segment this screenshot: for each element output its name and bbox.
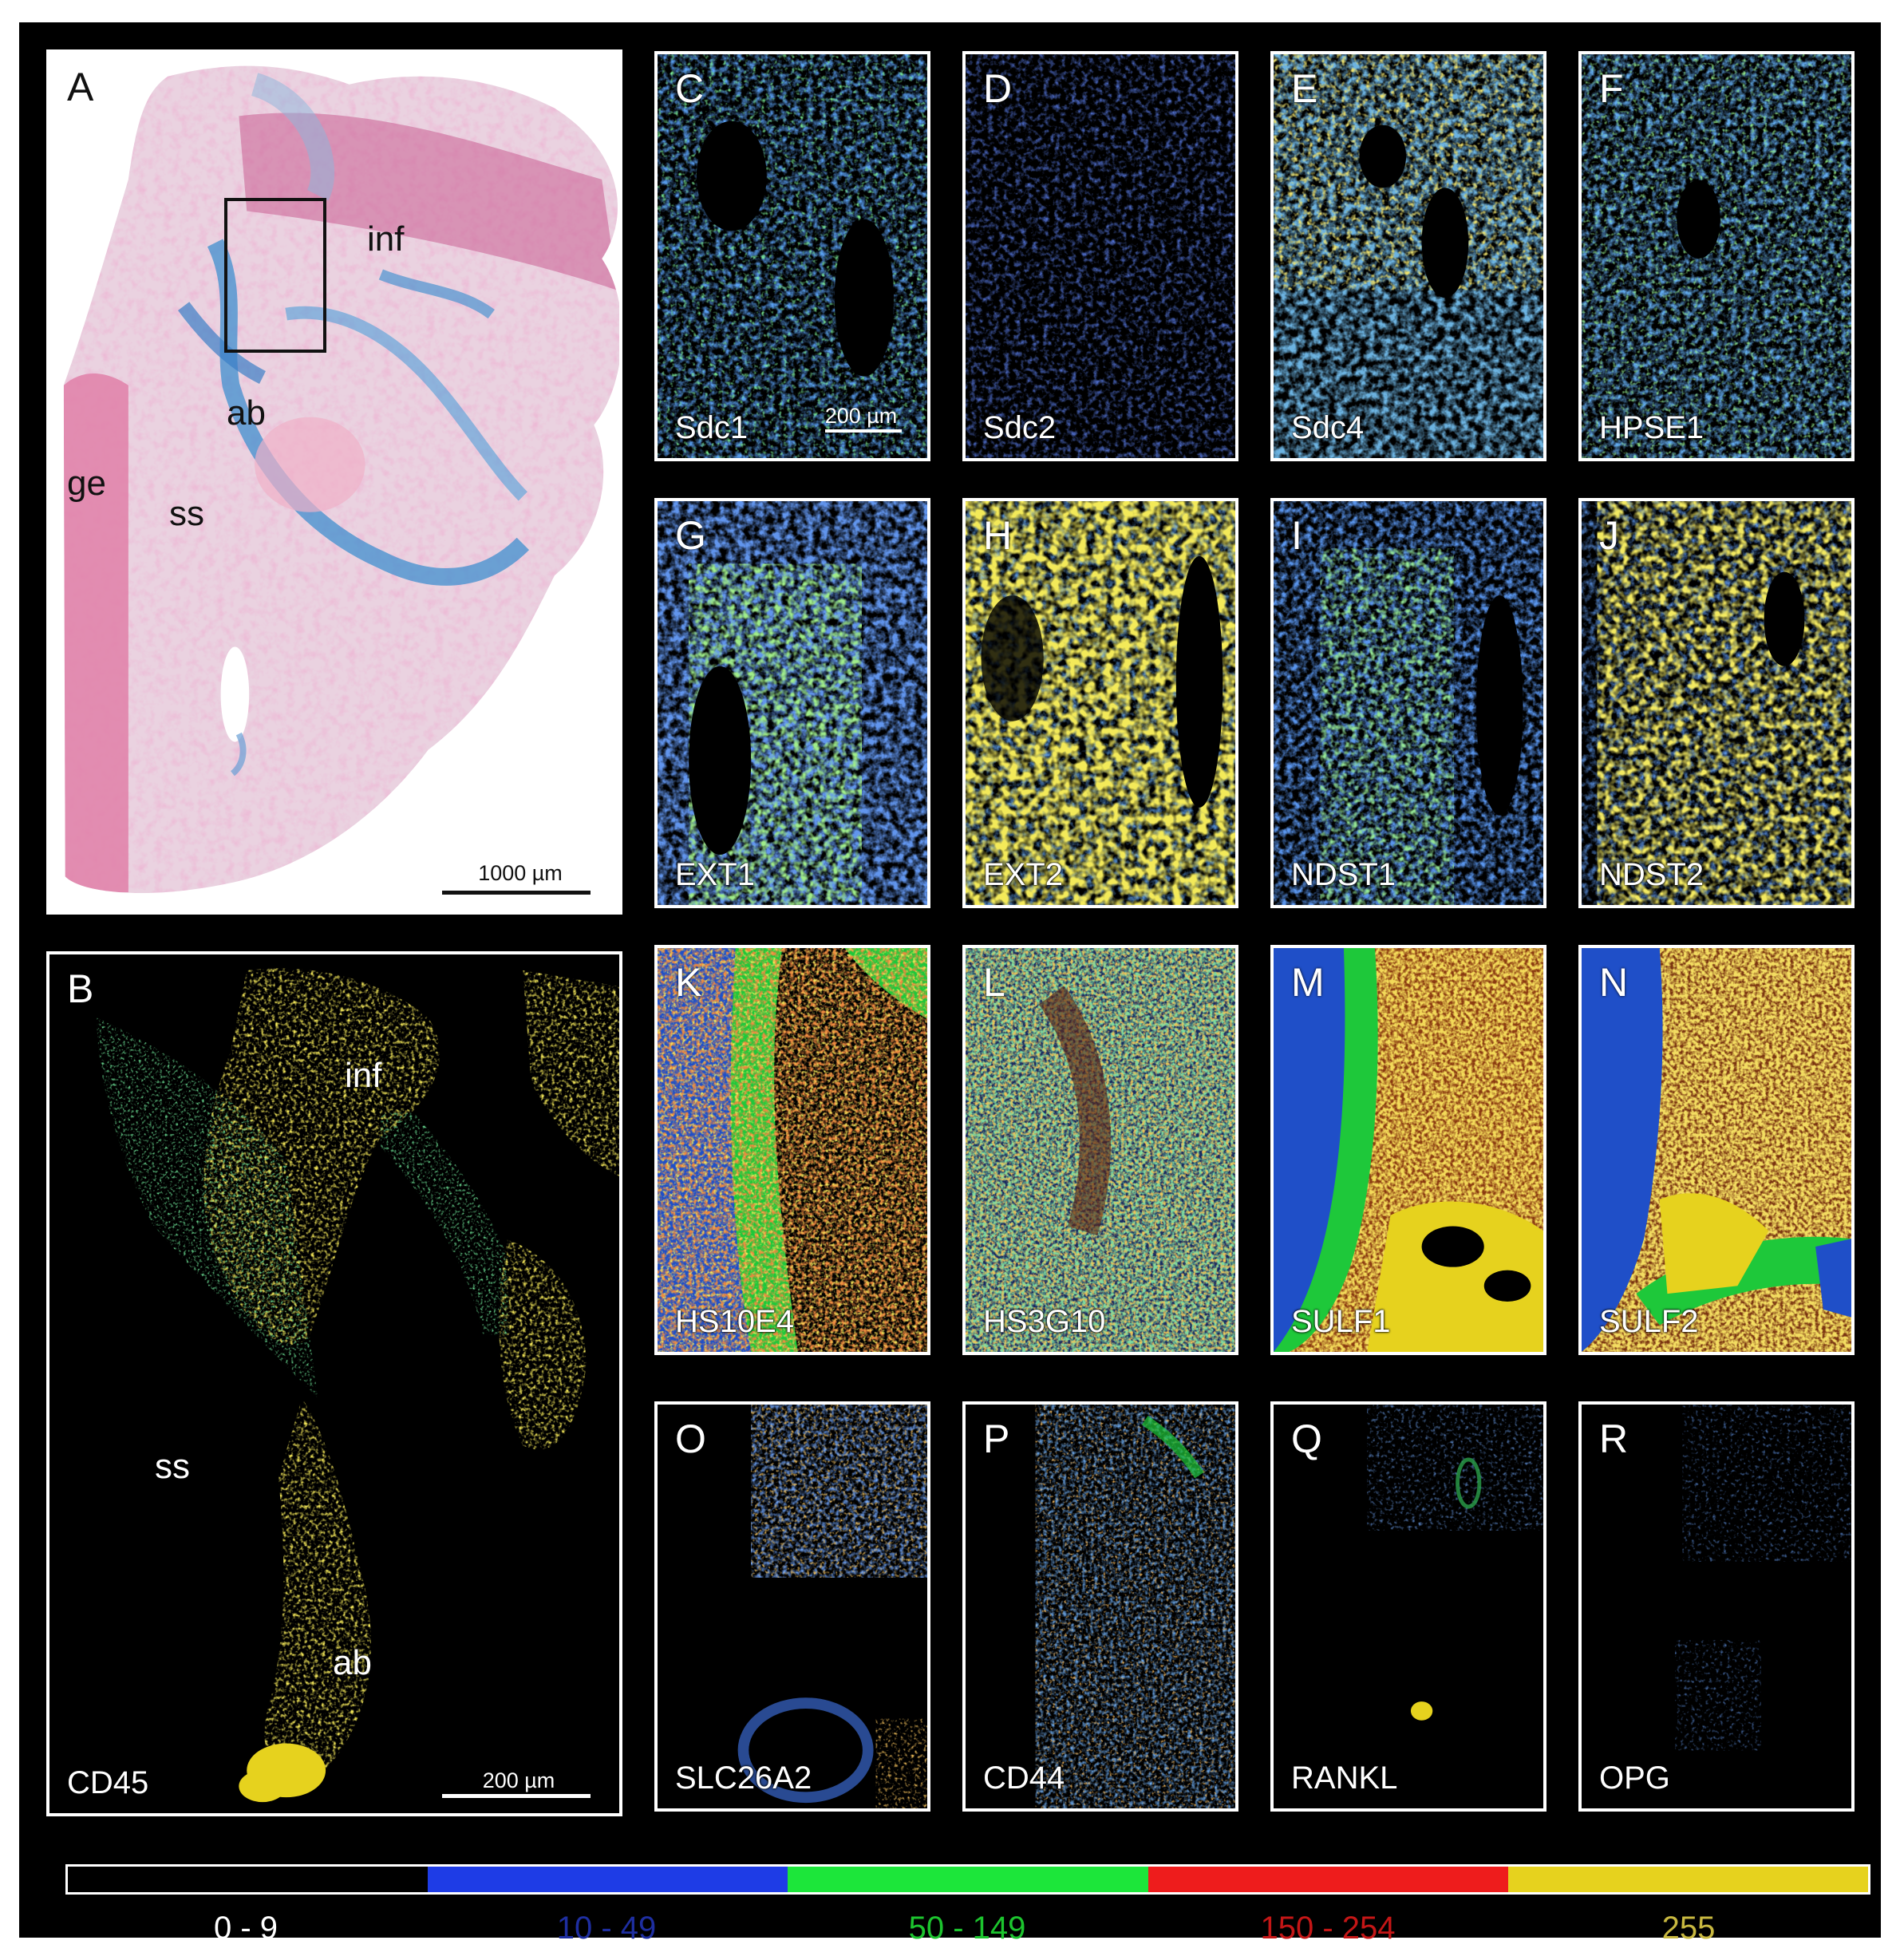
marker-label: NDST2 — [1599, 857, 1704, 892]
region-label-inf: inf — [367, 219, 405, 259]
colorbar-segment-0-9 — [68, 1867, 429, 1892]
panel-letter: Q — [1291, 1417, 1322, 1461]
heatmap-image — [1582, 54, 1851, 458]
marker-label: OPG — [1599, 1760, 1670, 1796]
region-label-ab: ab — [333, 1643, 372, 1682]
heatmap-image — [1274, 1405, 1543, 1808]
region-label-ss: ss — [169, 494, 204, 533]
panel-g-ext1: G EXT1 — [654, 498, 930, 908]
heatmap-image — [658, 501, 927, 905]
panel-m-sulf1: M SULF1 — [1270, 945, 1546, 1355]
scale-bar-text: 200 µm — [824, 404, 898, 428]
legend-label-50-149: 50 - 149 — [908, 1911, 1026, 1946]
panel-letter: I — [1291, 513, 1302, 558]
cd45-heatmap-image — [97, 968, 619, 1803]
heatmap-image — [966, 1405, 1235, 1808]
heatmap-image — [1582, 501, 1851, 905]
panel-d-sdc2: D Sdc2 — [962, 51, 1238, 461]
panel-letter: J — [1599, 513, 1619, 558]
marker-label: SLC26A2 — [675, 1760, 812, 1796]
region-label-ss: ss — [155, 1447, 190, 1486]
scale-bar — [442, 891, 591, 895]
colorbar-segment-10-49 — [428, 1867, 788, 1892]
marker-label: RANKL — [1291, 1760, 1398, 1796]
marker-label: SULF1 — [1291, 1304, 1391, 1339]
region-of-interest-box — [224, 198, 326, 353]
heatmap-image — [966, 948, 1235, 1352]
legend-label-150-254: 150 - 254 — [1260, 1911, 1396, 1946]
panel-letter: F — [1599, 66, 1624, 111]
marker-label: EXT1 — [675, 857, 756, 892]
panel-i-ndst1: I NDST1 — [1270, 498, 1546, 908]
panel-letter: O — [675, 1417, 706, 1461]
panel-a-tissue-section: A inf ab ge ss 1000 µm — [46, 49, 622, 915]
tissue-section-image — [63, 65, 619, 894]
colorbar-segment-255 — [1507, 1867, 1869, 1892]
region-label-ab: ab — [227, 393, 266, 433]
heatmap-image — [966, 54, 1235, 458]
panel-k-hs10e4: K HS10E4 — [654, 945, 930, 1355]
panel-r-opg: R OPG — [1578, 1401, 1855, 1812]
region-label-ge: ge — [67, 464, 106, 503]
panel-letter: R — [1599, 1417, 1629, 1461]
panel-letter: C — [675, 66, 705, 111]
panel-letter: E — [1291, 66, 1318, 111]
panel-h-ext2: H EXT2 — [962, 498, 1238, 908]
panel-p-cd44: P CD44 — [962, 1401, 1238, 1812]
marker-label: EXT2 — [983, 857, 1064, 892]
marker-label: Sdc1 — [675, 410, 749, 445]
heatmap-image — [966, 501, 1235, 905]
heatmap-image — [1582, 1405, 1851, 1808]
scale-bar — [442, 1794, 591, 1798]
intensity-colorbar — [65, 1864, 1870, 1895]
marker-label: HS10E4 — [675, 1304, 794, 1339]
marker-label: NDST1 — [1291, 857, 1396, 892]
panel-o-slc26a2: O SLC26A2 — [654, 1401, 930, 1812]
panel-n-sulf2: N SULF2 — [1578, 945, 1855, 1355]
panel-letter: H — [983, 513, 1013, 558]
panel-c-sdc1: C Sdc1 200 µm — [654, 51, 930, 461]
panel-letter: N — [1599, 960, 1629, 1005]
figure-canvas: A inf ab ge ss 1000 µm — [19, 22, 1881, 1944]
heatmap-image — [658, 54, 927, 458]
heatmap-image — [1274, 948, 1543, 1352]
panel-f-hpse1: F HPSE1 — [1578, 51, 1855, 461]
legend-label-0-9: 0 - 9 — [213, 1911, 278, 1946]
scale-bar — [825, 429, 902, 433]
panel-letter: D — [983, 66, 1013, 111]
heatmap-image — [658, 948, 927, 1352]
heatmap-image — [658, 1405, 927, 1808]
panel-e-sdc4: E Sdc4 — [1270, 51, 1546, 461]
marker-label: HPSE1 — [1599, 410, 1704, 445]
panel-l-hs3g10: L HS3G10 — [962, 945, 1238, 1355]
panel-letter: B — [67, 966, 94, 1011]
panel-letter: K — [675, 960, 702, 1005]
panel-letter: M — [1291, 960, 1325, 1005]
marker-label: CD44 — [983, 1760, 1065, 1796]
scale-bar-text: 1000 µm — [478, 861, 563, 885]
heatmap-image — [1274, 501, 1543, 905]
panel-q-rankl: Q RANKL — [1270, 1401, 1546, 1812]
legend-label-10-49: 10 - 49 — [556, 1911, 657, 1946]
marker-label: HS3G10 — [983, 1304, 1106, 1339]
marker-label: SULF2 — [1599, 1304, 1699, 1339]
panel-letter: A — [67, 65, 94, 109]
heatmap-image — [1274, 54, 1543, 458]
panel-letter: G — [675, 513, 706, 558]
marker-label: CD45 — [67, 1765, 149, 1800]
legend-label-255: 255 — [1661, 1911, 1716, 1946]
heatmap-image — [1582, 948, 1851, 1352]
panel-letter: P — [983, 1417, 1010, 1461]
panel-j-ndst2: J NDST2 — [1578, 498, 1855, 908]
scale-bar-text: 200 µm — [482, 1768, 555, 1792]
panel-b-cd45: B inf ss ab CD45 200 µm — [46, 951, 622, 1816]
panel-letter: L — [983, 960, 1005, 1005]
marker-label: Sdc2 — [983, 410, 1057, 445]
marker-label: Sdc4 — [1291, 410, 1365, 445]
colorbar-segment-50-149 — [788, 1867, 1148, 1892]
region-label-inf: inf — [345, 1056, 382, 1095]
colorbar-segment-150-254 — [1148, 1867, 1508, 1892]
